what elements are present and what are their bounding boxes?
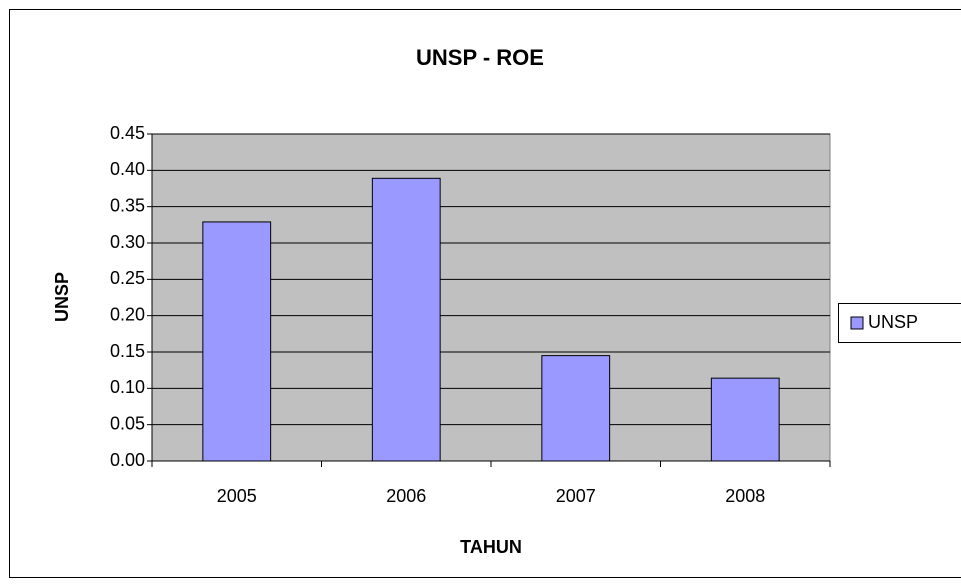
y-tick-label: 0.40 [110,159,145,179]
bar [202,221,272,462]
y-tick-label: 0.45 [110,123,145,143]
y-tick-label: 0.20 [110,304,145,324]
x-axis-label: TAHUN [460,537,522,557]
x-tick-label: 2007 [556,486,596,506]
chart-title: UNSP - ROE [416,45,544,70]
y-axis-label: UNSP [52,272,72,322]
x-tick-label: 2006 [386,486,426,506]
y-tick-label: 0.05 [110,413,145,433]
y-tick-label: 0.25 [110,268,145,288]
y-tick-label: 0.00 [110,450,145,470]
bar [371,177,441,462]
legend-label: UNSP [868,312,918,332]
y-tick-label: 0.35 [110,195,145,215]
legend-box [838,303,961,343]
x-tick-label: 2005 [217,486,257,506]
y-tick-label: 0.15 [110,341,145,361]
y-tick-label: 0.30 [110,232,145,252]
bar [710,377,780,462]
legend-swatch [850,316,864,330]
bar [541,355,611,462]
y-tick-label: 0.10 [110,377,145,397]
x-tick-label: 2008 [725,486,765,506]
